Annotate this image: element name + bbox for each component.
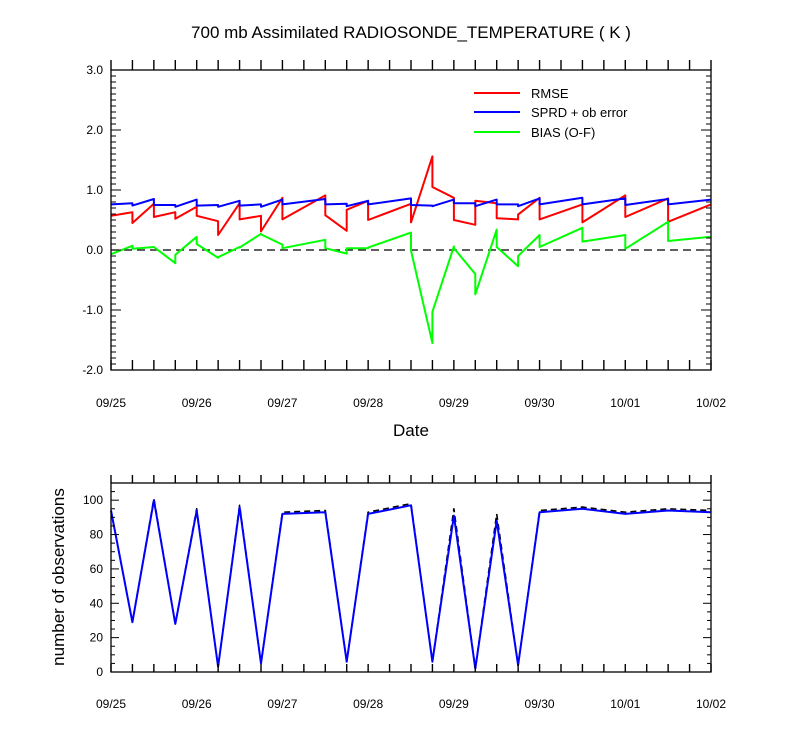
top-y-tick-label: -2.0: [82, 363, 103, 377]
top-x-tick-label: 09/29: [439, 396, 469, 410]
top-series-line-bias-o-f: [110, 220, 712, 344]
bottom-y-tick-label: 40: [90, 596, 104, 610]
bottom-x-tick-label: 10/01: [610, 697, 640, 711]
bottom-y-tick-label: 0: [96, 665, 103, 679]
bottom-x-tick-label: 09/29: [439, 697, 469, 711]
bottom-x-tick-label: 09/30: [525, 697, 555, 711]
top-y-tick-label: 0.0: [86, 243, 103, 257]
top-y-tick-label: -1.0: [82, 303, 103, 317]
top-series-line-sprd-ob-error: [110, 196, 712, 208]
y-axis-label-observations: number of observations: [49, 488, 68, 666]
top-x-tick-label: 09/28: [353, 396, 383, 410]
bottom-y-tick-label: 60: [90, 562, 104, 576]
legend-label-sprd-ob-error: SPRD + ob error: [531, 105, 628, 120]
bottom-x-tick-label: 09/26: [182, 697, 212, 711]
bottom-y-tick-label: 100: [83, 493, 103, 507]
x-axis-label: Date: [393, 421, 429, 440]
bottom-series-line-possible: [110, 497, 712, 670]
bottom-x-tick-label: 09/28: [353, 697, 383, 711]
bottom-y-tick-label: 80: [90, 528, 104, 542]
top-x-tick-label: 09/26: [182, 396, 212, 410]
bottom-x-tick-label: 09/27: [267, 697, 297, 711]
top-y-tick-label: 1.0: [86, 183, 103, 197]
bottom-plot: 0 20 40 60 80 100 09/25 09/26 09/27 09/28 09/29 09/…: [83, 475, 726, 711]
top-y-tick-label: 3.0: [86, 63, 103, 77]
top-x-tick-label: 09/30: [525, 396, 555, 410]
top-x-tick-label: 09/25: [96, 396, 126, 410]
bottom-x-tick-label: 10/02: [696, 697, 726, 711]
bottom-series-line-used: [110, 499, 712, 670]
top-x-tick-label: 10/01: [610, 396, 640, 410]
top-x-tick-label: 10/02: [696, 396, 726, 410]
top-y-tick-label: 2.0: [86, 123, 103, 137]
top-x-tick-label: 09/27: [267, 396, 297, 410]
legend-label-bias-o-f: BIAS (O-F): [531, 125, 595, 140]
top-plot: -2.0 -1.0 0.0 1.0 2.0 3.0 09/25 09/26 09/27 09/28…: [82, 60, 726, 410]
chart-title: 700 mb Assimilated RADIOSONDE_TEMPERATUR…: [191, 23, 631, 42]
bottom-x-tick-label: 09/25: [96, 697, 126, 711]
top-series-line-rmse: [110, 155, 712, 236]
legend-label-rmse: RMSE: [531, 86, 569, 101]
bottom-y-tick-label: 20: [90, 631, 104, 645]
